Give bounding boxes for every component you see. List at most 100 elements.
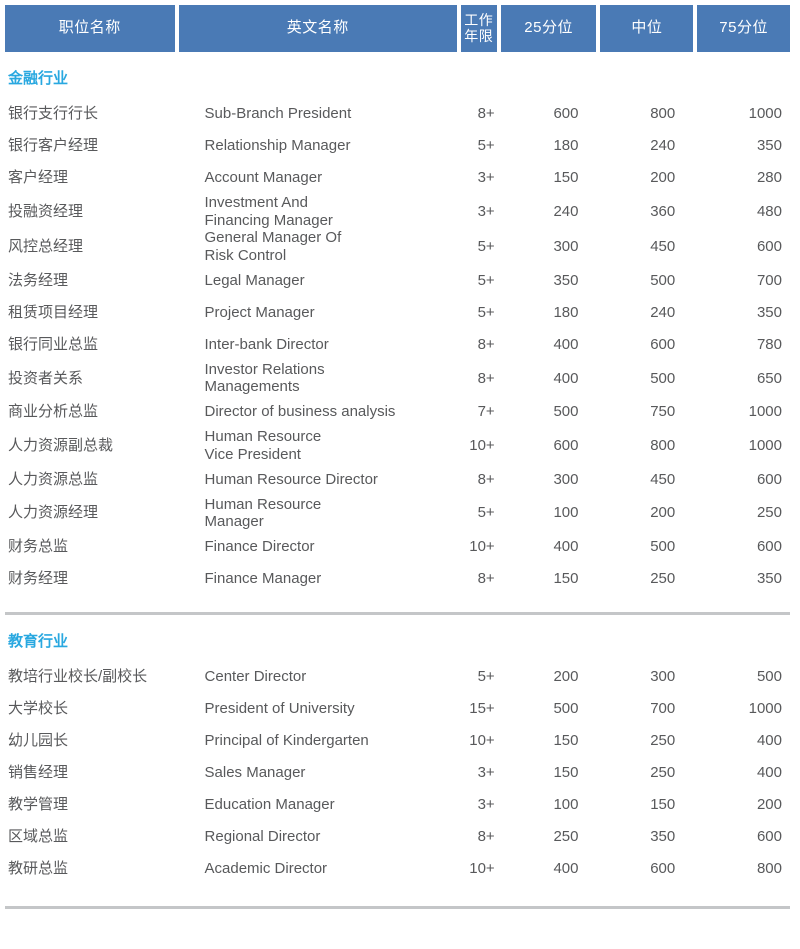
table-row: 银行同业总监 Inter-bank Director 8+ 400 600 780 bbox=[5, 329, 790, 361]
cell-percentile-25: 500 bbox=[553, 403, 579, 421]
cell-percentile-75: 1000 bbox=[748, 105, 782, 123]
cell-median: 200 bbox=[650, 504, 676, 522]
cell-percentile-25: 240 bbox=[553, 202, 579, 220]
cell-percentile-75: 600 bbox=[756, 538, 782, 556]
cell-percentile-25: 300 bbox=[553, 238, 579, 256]
cell-job-name-cn: 销售经理 bbox=[8, 764, 69, 782]
cell-median: 600 bbox=[650, 335, 676, 353]
cell-years: 8+ bbox=[477, 570, 495, 588]
cell-job-name-en: Sales Manager bbox=[183, 764, 457, 782]
cell-median: 250 bbox=[650, 732, 676, 750]
section-divider bbox=[5, 905, 790, 909]
cell-job-name-cn: 银行同业总监 bbox=[8, 335, 99, 353]
cell-median: 200 bbox=[650, 169, 676, 187]
cell-years: 8+ bbox=[477, 470, 495, 488]
cell-percentile-75: 1000 bbox=[748, 403, 782, 421]
cell-job-name-cn: 商业分析总监 bbox=[8, 403, 99, 421]
cell-job-name-en: Human Resource Director bbox=[183, 471, 457, 489]
cell-years: 5+ bbox=[477, 504, 495, 522]
cell-percentile-25: 500 bbox=[553, 700, 579, 718]
cell-job-name-en-line1: Account Manager bbox=[204, 169, 323, 187]
cell-job-name-en: Inter-bank Director bbox=[183, 336, 457, 354]
cell-job-name-cn: 银行支行行长 bbox=[8, 105, 99, 123]
cell-job-name-en-line2: Risk Control bbox=[204, 247, 287, 265]
cell-job-name-en: Project Manager bbox=[183, 304, 457, 322]
cell-median: 240 bbox=[650, 303, 676, 321]
cell-percentile-25: 100 bbox=[553, 504, 579, 522]
cell-job-name-en: Center Director bbox=[183, 668, 457, 686]
cell-job-name-en: Human Resource Manager bbox=[183, 496, 457, 531]
cell-percentile-75: 600 bbox=[756, 828, 782, 846]
table-row: 销售经理 Sales Manager 3+ 150 250 400 bbox=[5, 757, 790, 789]
cell-median: 500 bbox=[650, 271, 676, 289]
cell-job-name-en-line1: Human Resource bbox=[204, 428, 322, 446]
cell-percentile-25: 100 bbox=[553, 796, 579, 814]
table-row: 财务经理 Finance Manager 8+ 150 250 350 bbox=[5, 563, 790, 595]
cell-percentile-25: 180 bbox=[553, 137, 579, 155]
cell-percentile-25: 180 bbox=[553, 303, 579, 321]
cell-percentile-25: 150 bbox=[553, 570, 579, 588]
cell-percentile-75: 350 bbox=[756, 137, 782, 155]
cell-job-name-en-line1: Director of business analysis bbox=[204, 403, 396, 421]
table-row: 风控总经理 General Manager Of Risk Control 5+ 300… bbox=[5, 229, 790, 264]
cell-percentile-75: 800 bbox=[756, 860, 782, 878]
cell-years: 8+ bbox=[477, 335, 495, 353]
cell-median: 800 bbox=[650, 105, 676, 123]
table-row: 投资者关系 Investor Relations Managements 8+ 400 5… bbox=[5, 361, 790, 396]
cell-job-name-cn: 投融资经理 bbox=[8, 202, 84, 220]
cell-years: 8+ bbox=[477, 828, 495, 846]
cell-job-name-en: Director of business analysis bbox=[183, 403, 457, 421]
cell-job-name-en-line1: Finance Director bbox=[204, 538, 315, 556]
table-row: 人力资源总监 Human Resource Director 8+ 300 450 600 bbox=[5, 464, 790, 496]
cell-job-name-en-line1: Sales Manager bbox=[204, 764, 306, 782]
cell-years: 3+ bbox=[477, 764, 495, 782]
table-header-row: 职位名称 英文名称 工作 年限 25分位 中位 75分位 bbox=[5, 5, 790, 52]
cell-job-name-en-line2: Financing Manager bbox=[204, 211, 333, 229]
cell-job-name-en-line1: Investment And bbox=[204, 194, 308, 211]
cell-job-name-cn: 人力资源副总裁 bbox=[8, 436, 114, 454]
section-title: 教育行业 bbox=[8, 632, 69, 650]
cell-years: 5+ bbox=[477, 238, 495, 256]
cell-median: 500 bbox=[650, 369, 676, 387]
column-header-years: 工作 年限 bbox=[460, 5, 497, 52]
cell-median: 750 bbox=[650, 403, 676, 421]
cell-job-name-en: Relationship Manager bbox=[183, 137, 457, 155]
cell-job-name-en: Finance Director bbox=[183, 538, 457, 556]
cell-job-name-en-line1: Human Resource Director bbox=[204, 470, 378, 488]
cell-percentile-75: 600 bbox=[756, 238, 782, 256]
cell-job-name-en-line1: General Manager Of bbox=[204, 229, 342, 247]
cell-job-name-en-line1: Academic Director bbox=[204, 860, 328, 878]
cell-job-name-en: Academic Director bbox=[183, 860, 457, 878]
cell-median: 450 bbox=[650, 470, 676, 488]
cell-job-name-en-line1: Legal Manager bbox=[204, 271, 305, 289]
cell-job-name-cn: 幼儿园长 bbox=[8, 732, 69, 750]
cell-years: 3+ bbox=[477, 202, 495, 220]
salary-table: 职位名称 英文名称 工作 年限 25分位 中位 75分位 金融行业 银行支行行长 S… bbox=[5, 5, 790, 909]
cell-median: 800 bbox=[650, 436, 676, 454]
cell-job-name-en: Legal Manager bbox=[183, 272, 457, 290]
cell-percentile-75: 650 bbox=[756, 369, 782, 387]
cell-job-name-en-line2: Managements bbox=[204, 378, 300, 396]
cell-percentile-25: 300 bbox=[553, 470, 579, 488]
cell-percentile-25: 600 bbox=[553, 436, 579, 454]
cell-job-name-cn: 大学校长 bbox=[8, 700, 69, 718]
cell-job-name-en-line1: Sub-Branch President bbox=[204, 105, 352, 123]
cell-years: 10+ bbox=[469, 860, 495, 878]
cell-percentile-75: 780 bbox=[756, 335, 782, 353]
cell-job-name-cn: 教培行业校长/副校长 bbox=[8, 668, 148, 686]
column-header-job-en-label: 英文名称 bbox=[286, 19, 349, 37]
cell-job-name-en: General Manager Of Risk Control bbox=[183, 229, 457, 264]
column-header-median-label: 中位 bbox=[631, 19, 663, 37]
cell-percentile-75: 400 bbox=[756, 732, 782, 750]
cell-median: 240 bbox=[650, 137, 676, 155]
cell-job-name-en-line1: Finance Manager bbox=[204, 570, 322, 588]
cell-job-name-cn: 人力资源经理 bbox=[8, 504, 99, 522]
column-header-p25-label: 25分位 bbox=[524, 19, 573, 37]
table-row: 客户经理 Account Manager 3+ 150 200 280 bbox=[5, 162, 790, 194]
cell-median: 150 bbox=[650, 796, 676, 814]
cell-years: 10+ bbox=[469, 732, 495, 750]
cell-job-name-en: Sub-Branch President bbox=[183, 105, 457, 123]
section-divider bbox=[5, 611, 790, 615]
table-row: 银行客户经理 Relationship Manager 5+ 180 240 350 bbox=[5, 130, 790, 162]
cell-job-name-en-line1: Regional Director bbox=[204, 828, 321, 846]
